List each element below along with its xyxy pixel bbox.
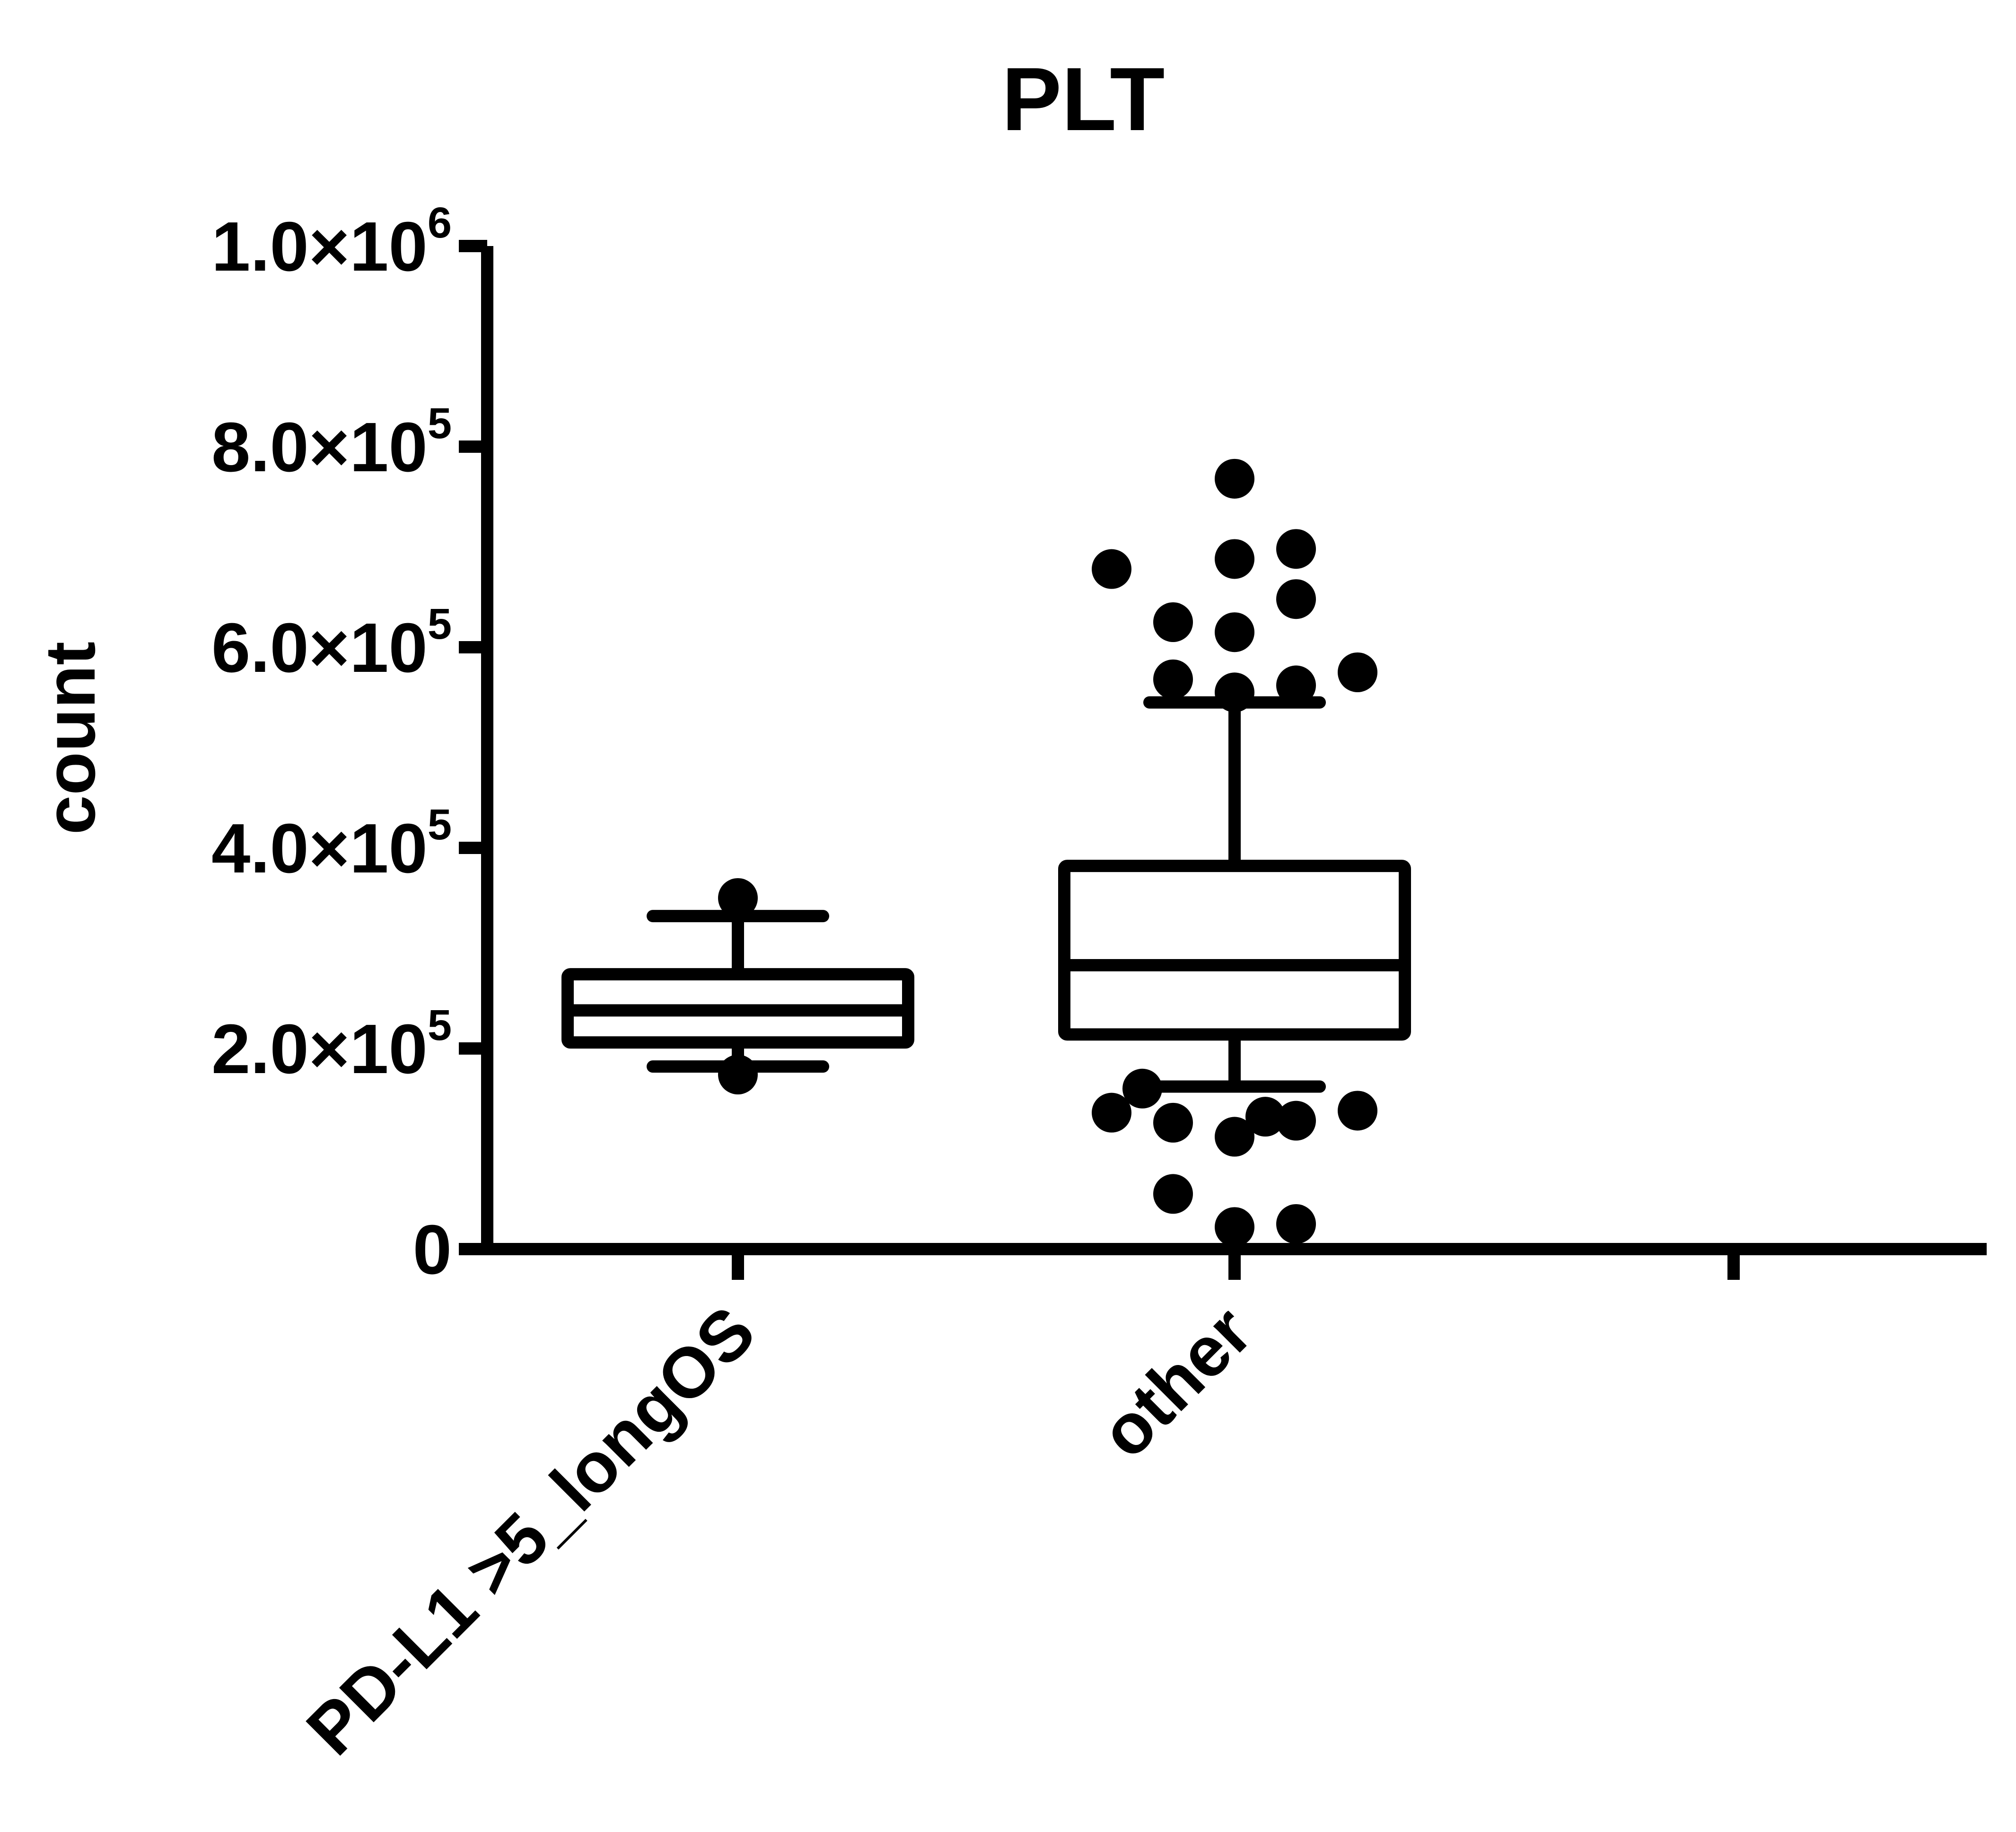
outliers <box>718 458 1377 1247</box>
box-iqr <box>1058 860 1411 1041</box>
x-axis: PD-L1 >5_longOS other <box>291 1243 1987 1770</box>
outlier-point <box>1276 1101 1316 1141</box>
outlier-point <box>1122 1068 1162 1109</box>
boxes <box>561 696 1411 1093</box>
y-tick-label: 0 <box>413 1211 452 1289</box>
y-tick-label: 4.0×105 <box>211 801 452 888</box>
outlier-point <box>1215 1207 1254 1247</box>
outlier-point <box>1276 665 1316 705</box>
outlier-point <box>1338 652 1377 692</box>
outlier-point <box>1276 529 1316 569</box>
y-axis-label: count <box>30 642 110 835</box>
outlier-point <box>1245 1097 1285 1137</box>
outlier-point <box>1215 1117 1254 1157</box>
y-axis: 0 2.0×105 4.0×105 6.0×105 8.0×105 1.0×106 <box>211 199 493 1289</box>
outlier-point <box>1215 539 1254 579</box>
outlier-point <box>1092 1092 1131 1133</box>
y-tick-label: 8.0×105 <box>211 399 452 486</box>
outlier-point <box>1338 1091 1377 1131</box>
outlier-point <box>718 1055 758 1095</box>
x-tick-label: PD-L1 >5_longOS <box>291 1291 770 1770</box>
outlier-point <box>1215 458 1254 499</box>
chart-title: PLT <box>1002 49 1165 150</box>
outlier-point <box>1092 549 1131 589</box>
outlier-point <box>718 878 758 918</box>
y-tick-label: 6.0×105 <box>211 600 452 687</box>
outlier-point <box>1153 1174 1193 1214</box>
outlier-point <box>1153 1102 1193 1143</box>
outlier-point <box>1215 672 1254 713</box>
outlier-point <box>1276 1204 1316 1244</box>
x-tick-label: other <box>1085 1291 1267 1473</box>
outlier-point <box>1215 612 1254 652</box>
outlier-point <box>1153 659 1193 699</box>
box-group <box>1058 696 1411 1093</box>
outlier-point <box>1153 602 1193 642</box>
outlier-point <box>1276 579 1316 619</box>
y-tick-label: 1.0×106 <box>211 199 452 286</box>
box-group <box>561 910 914 1073</box>
y-tick-label: 2.0×105 <box>211 1001 452 1088</box>
